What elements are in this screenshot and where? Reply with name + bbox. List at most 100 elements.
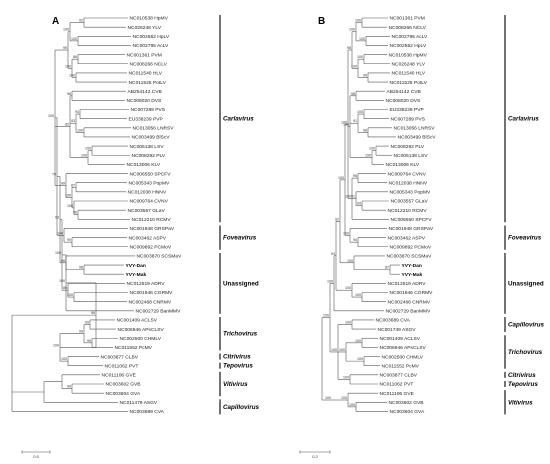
bootstrap-value: 100 <box>85 147 91 151</box>
taxon-label: NC001946 CGRMV <box>130 290 174 296</box>
taxon-label: NC003602 GVB <box>106 382 141 388</box>
panel-b-letter: B <box>318 16 325 27</box>
genus-label: Citrivirus <box>508 372 536 379</box>
bootstrap-value: 87 <box>385 266 389 270</box>
taxon-label: NC003870 SCSMaV <box>137 254 183 260</box>
taxon-label: NC001948 GRSPaV <box>130 226 175 232</box>
bootstrap-value: 100 <box>357 357 363 361</box>
taxon-label: NC002468 CNRMV <box>129 299 172 305</box>
bootstrap-value: 99 <box>67 238 71 242</box>
taxon-label: YVY-Mak <box>126 272 147 278</box>
bootstrap-value: 86 <box>63 286 67 290</box>
taxon-label: AB254142 CVB <box>128 89 162 95</box>
taxon-label: NC003499 BlScV <box>398 135 437 141</box>
bootstrap-value: 96 <box>73 211 77 215</box>
bootstrap-value: 100 <box>331 348 337 352</box>
taxon-label: NC012519 ADRV <box>127 281 166 287</box>
genus-label: Trichovirus <box>223 331 258 338</box>
bootstrap-value: 99 <box>79 330 83 334</box>
bootstrap-value: 92 <box>79 19 83 23</box>
bootstrap-value: 100 <box>67 293 73 297</box>
bootstrap-value: 98 <box>61 259 65 263</box>
taxon-label: YVY-Dan <box>126 263 146 269</box>
bootstrap-value: 98 <box>79 266 83 270</box>
bootstrap-value: 100 <box>81 154 87 158</box>
taxon-label: NC003870 SCSMaV <box>387 254 433 260</box>
bootstrap-value: 93 <box>55 216 59 220</box>
bootstrap-value: 100 <box>55 251 61 255</box>
bootstrap-value: 100 <box>343 375 349 379</box>
bootstrap-value: 92 <box>335 217 339 221</box>
bootstrap-value: 82 <box>65 123 69 127</box>
bootstrap-value: 100 <box>338 176 344 180</box>
taxon-label: NC012210 RCMV <box>388 208 428 214</box>
genus-label: Unassigned <box>223 280 259 287</box>
bootstrap-value: 99 <box>63 46 67 50</box>
bootstrap-value: 100 <box>67 204 73 208</box>
bootstrap-value: 100 <box>341 396 347 400</box>
bootstrap-value: 100 <box>53 343 59 347</box>
taxon-label: NC002552 HpLV <box>133 34 170 40</box>
bootstrap-value: 98 <box>363 128 367 132</box>
genus-label: Unassigned <box>508 280 544 287</box>
bootstrap-value: 100 <box>71 37 77 41</box>
taxon-label: NC009764 CVNV <box>130 199 169 205</box>
bootstrap-value: 98 <box>347 46 351 50</box>
taxon-label: NC003689 CVA <box>376 318 411 324</box>
taxon-label: NC011525 PotLV <box>129 80 167 86</box>
taxon-label: NC013006 KLV <box>386 162 420 168</box>
taxon-label: NC002795 AcLV <box>133 43 170 49</box>
bootstrap-value: 100 <box>355 19 361 23</box>
taxon-label: NC001946 CGRMV <box>390 290 434 296</box>
taxon-label: NC008266 NCLV <box>130 61 168 67</box>
taxon-label: NC007289 PVS <box>391 116 426 122</box>
bootstrap-value: 100 <box>343 231 349 235</box>
bootstrap-value: 86 <box>73 55 77 59</box>
taxon-label: NC001749 ASGV <box>378 327 417 333</box>
bootstrap-value: 100 <box>355 339 361 343</box>
bootstrap-value: 100 <box>369 147 375 151</box>
genus-label: Carlavirus <box>508 116 539 123</box>
taxon-label: NC010538 HpMV <box>130 16 169 22</box>
taxon-label: NC012038 HNNV <box>128 190 167 196</box>
taxon-label: NC007289 PVS <box>131 107 166 113</box>
taxon-label: NC011540 HLV <box>129 71 163 77</box>
taxon-label: NC008292 PLV <box>391 144 425 150</box>
taxon-label: NC001948 GRSPaV <box>389 226 434 232</box>
bootstrap-value: 100 <box>357 55 363 59</box>
taxon-label: NC006550 SPCFV <box>130 171 172 177</box>
taxon-label: NC003462 ASPV <box>388 235 426 241</box>
taxon-label: NC002500 CHMLV <box>120 336 162 342</box>
bootstrap-value: 100 <box>77 128 83 132</box>
genus-label: Trichovirus <box>508 349 543 356</box>
taxon-label: NC003557 GLaV <box>391 199 429 205</box>
taxon-label: NC003499 BlScV <box>132 135 171 141</box>
bootstrap-value: 99 <box>61 182 65 186</box>
bootstrap-value: 100 <box>59 279 65 283</box>
taxon-label: NC005138 LSV <box>394 153 429 159</box>
bootstrap-value: 100 <box>355 293 361 297</box>
taxon-label: NC011552 PcMV <box>115 345 153 351</box>
bootstrap-value: 100 <box>365 154 371 158</box>
scale-bar-label: 0.5 <box>33 454 39 459</box>
taxon-label: NC013056 LNRSV <box>133 126 175 132</box>
bootstrap-value: 91 <box>353 119 357 123</box>
bootstrap-value: 94 <box>75 110 79 114</box>
taxon-label: NC011525 PotLV <box>390 80 428 86</box>
genus-label: Tepovirus <box>508 381 538 388</box>
bootstrap-value: 93 <box>71 119 75 123</box>
taxon-label: NC005343 PopMV <box>390 190 432 196</box>
taxon-label: NC010538 HpMV <box>389 52 428 58</box>
bootstrap-value: 100 <box>65 194 71 198</box>
bootstrap-value: 98 <box>351 92 355 96</box>
genus-label: Capillovirus <box>508 322 545 329</box>
bootstrap-value: 100 <box>341 120 347 124</box>
bootstrap-value: 98 <box>91 311 95 315</box>
taxon-label: NC012038 HNNV <box>389 180 428 186</box>
taxon-label: NC006946 APsCLSV <box>118 327 165 333</box>
taxon-label: NC002552 HpLV <box>390 43 427 49</box>
panel-b-tree: B NC001361 PVM NC008266 NCLV NC002795 AcLV… <box>299 15 545 459</box>
taxon-label: NC005138 LSV <box>130 144 165 150</box>
taxon-label: NC002468 CNRMV <box>388 299 431 305</box>
